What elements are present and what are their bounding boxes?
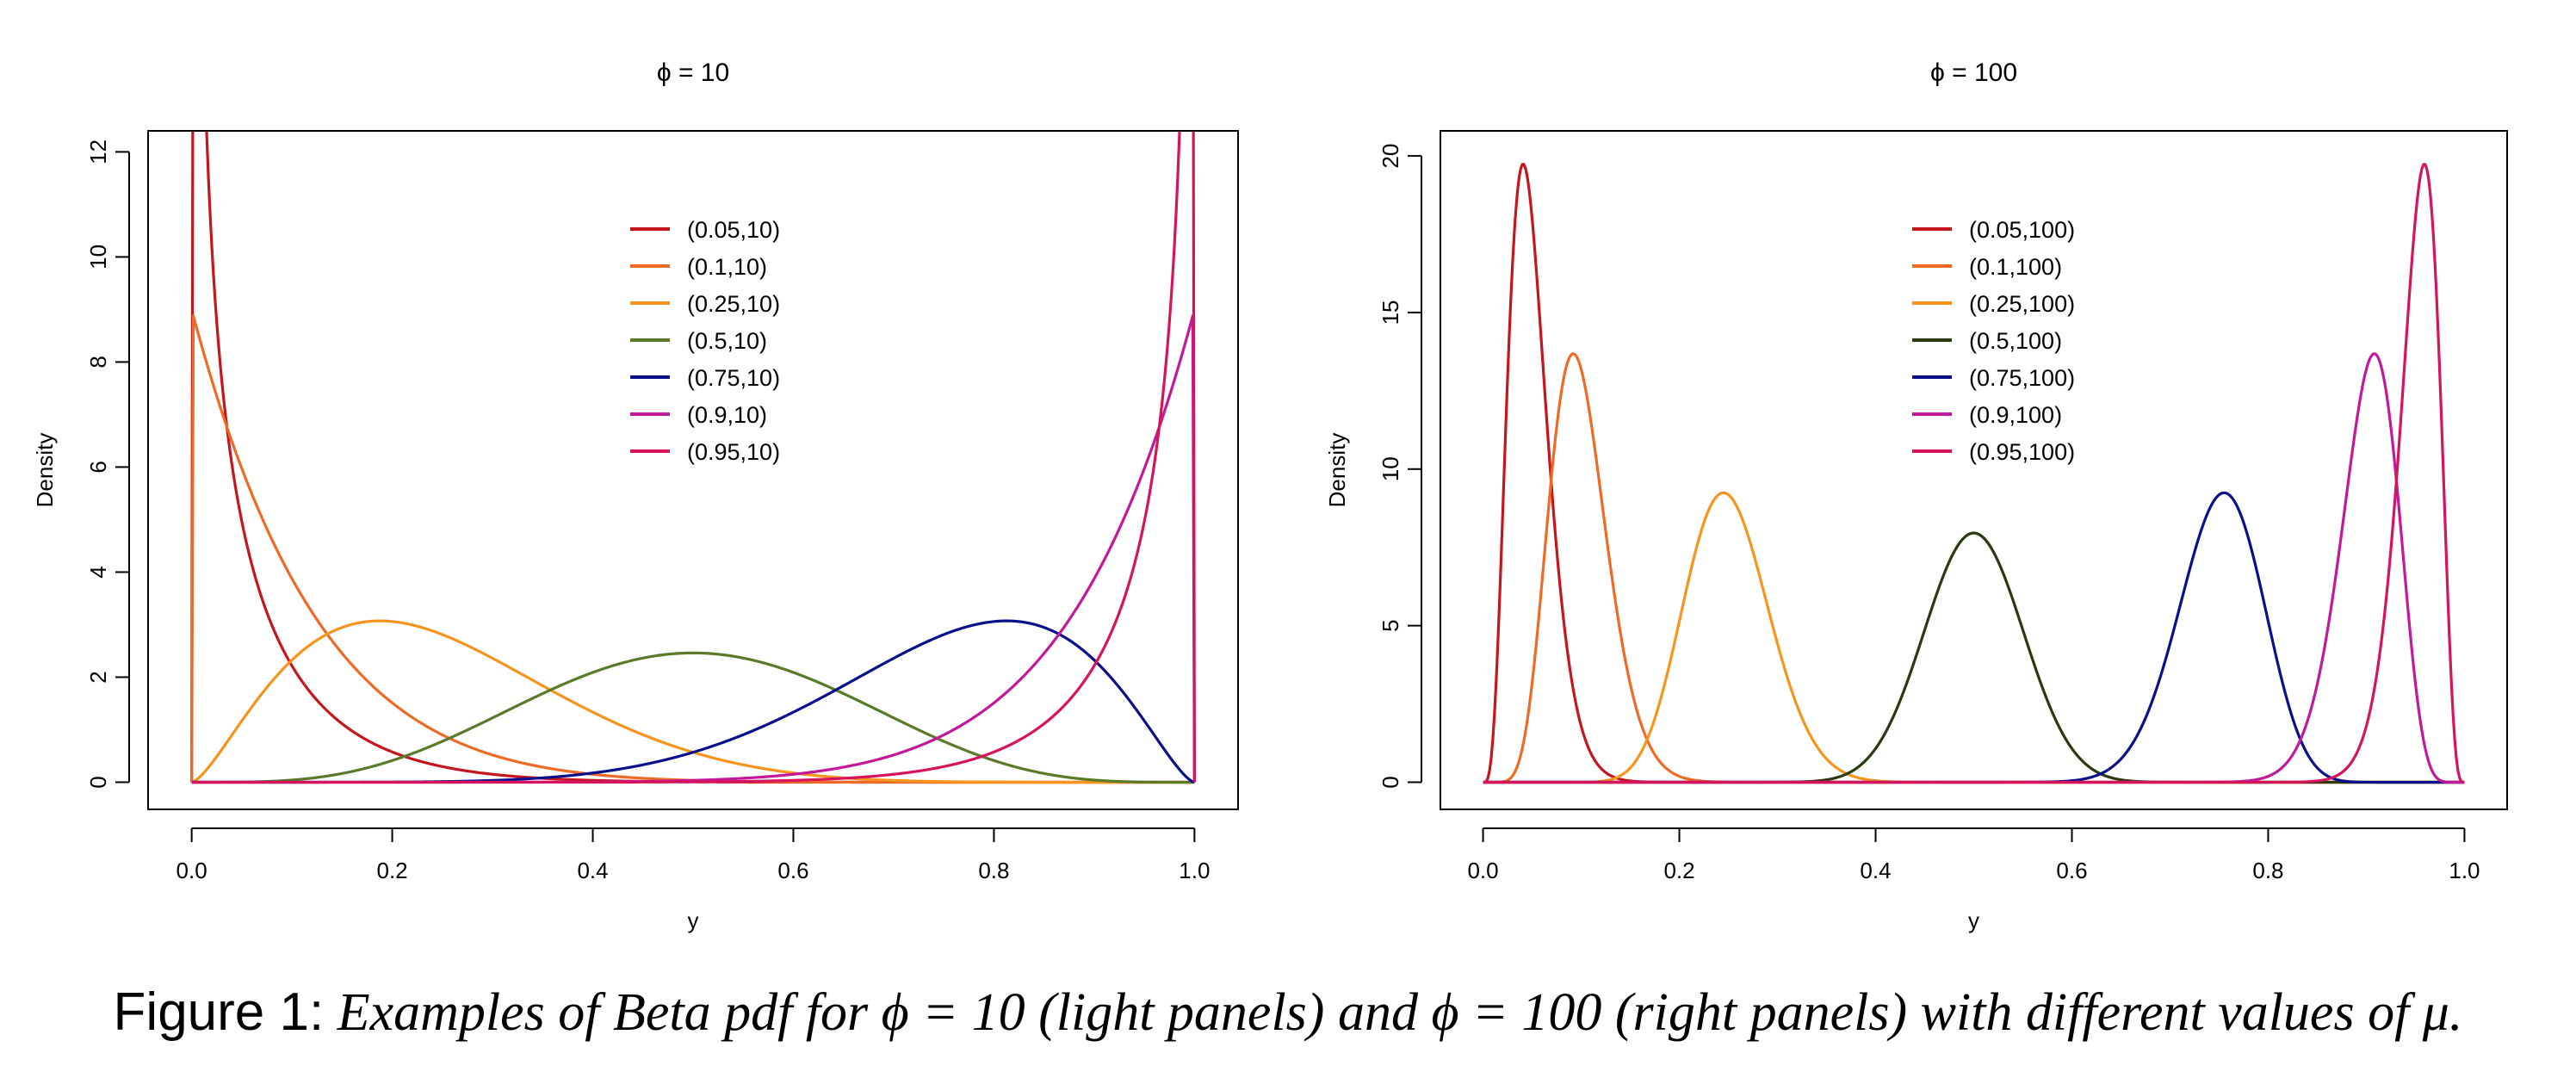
- legend-entry: (0.25,100): [1969, 291, 2075, 317]
- x-tick-label: 0.0: [176, 858, 207, 883]
- y-axis-label: Density: [1324, 433, 1350, 508]
- series-line: [191, 651, 1195, 784]
- legend-entry: (0.95,10): [687, 439, 780, 465]
- y-axis-label: Density: [32, 433, 58, 508]
- x-tick-label: 0.6: [777, 858, 808, 883]
- y-tick-label: 8: [85, 356, 111, 368]
- y-tick-label: 0: [85, 776, 111, 788]
- x-axis: 0.0 0.2 0.4 0.6 0.8 1.0: [1467, 827, 2480, 883]
- series-lines: [1483, 163, 2465, 784]
- x-tick-label: 0.6: [2056, 858, 2087, 883]
- x-tick-label: 0.2: [377, 858, 408, 883]
- y-tick-label: 10: [1378, 456, 1403, 481]
- x-tick-label: 1.0: [2449, 858, 2480, 883]
- caption-text: Examples of Beta pdf for ϕ = 10 (light p…: [324, 983, 2463, 1042]
- series-line: [1483, 163, 2465, 784]
- y-tick-label: 12: [85, 139, 111, 164]
- y-tick-label: 4: [85, 566, 111, 578]
- series-line: [1483, 531, 2465, 784]
- legend-entry: (0.95,100): [1969, 439, 2075, 465]
- plot-frame: [147, 130, 1239, 810]
- x-axis-label: y: [688, 908, 699, 933]
- x-tick-label: 0.8: [978, 858, 1009, 883]
- beta-pdf-charts: ϕ = 10 0.0 0.2 0.4 0.6 0.8 1.0 y 0 2 4 6 8 10 12 Densit…: [32, 59, 2508, 933]
- series-line: [1483, 491, 2465, 784]
- y-axis: 0 5 10 15 20: [1378, 144, 1422, 789]
- legend-entry: (0.5,10): [687, 328, 767, 354]
- legend-entry: (0.05,100): [1969, 217, 2075, 243]
- y-tick-label: 15: [1378, 300, 1403, 325]
- legend-entry: (0.75,10): [687, 365, 780, 391]
- legend: (0.05,100) (0.1,100) (0.25,100) (0.5,100) (0…: [1912, 217, 2075, 465]
- chart-title: ϕ = 10: [657, 59, 729, 87]
- x-tick-label: 0.2: [1663, 858, 1694, 883]
- x-tick-label: 0.4: [1860, 858, 1891, 883]
- x-tick-label: 0.4: [577, 858, 608, 883]
- x-tick-label: 1.0: [1179, 858, 1210, 883]
- legend-entry: (0.1,10): [687, 254, 767, 280]
- chart-panel-2: ϕ = 100 0.0 0.2 0.4 0.6 0.8 1.0 y 0 5 10 15 20 Densit…: [1324, 59, 2508, 933]
- series-line: [191, 619, 1195, 784]
- legend-entry: (0.5,100): [1969, 328, 2062, 354]
- plot-frame: [1440, 130, 2508, 810]
- x-tick-label: 0.8: [2252, 858, 2283, 883]
- legend-entry: (0.9,100): [1969, 402, 2062, 428]
- y-tick-label: 5: [1378, 619, 1403, 631]
- x-tick-label: 0.0: [1467, 858, 1498, 883]
- legend-entry: (0.9,10): [687, 402, 767, 428]
- y-axis: 0 2 4 6 8 10 12: [85, 139, 130, 789]
- x-axis: 0.0 0.2 0.4 0.6 0.8 1.0: [176, 827, 1210, 883]
- legend-entry: (0.05,10): [687, 217, 780, 243]
- y-tick-label: 0: [1378, 776, 1403, 788]
- y-tick-label: 2: [85, 671, 111, 683]
- chart-panel-1: ϕ = 10 0.0 0.2 0.4 0.6 0.8 1.0 y 0 2 4 6 8 10 12 Densit…: [32, 59, 1239, 933]
- series-line: [1483, 491, 2465, 784]
- chart-title: ϕ = 100: [1930, 59, 2017, 87]
- y-tick-label: 6: [85, 461, 111, 473]
- legend-entry: (0.75,100): [1969, 365, 2075, 391]
- x-axis-label: y: [1968, 908, 1979, 933]
- y-tick-label: 20: [1378, 144, 1403, 169]
- y-tick-label: 10: [85, 245, 111, 270]
- series-lines: [190, 131, 1196, 784]
- legend-entry: (0.25,10): [687, 291, 780, 317]
- series-line: [191, 131, 1196, 784]
- caption-label: Figure 1:: [113, 982, 325, 1042]
- figure-caption: Figure 1: Examples of Beta pdf for ϕ = 1…: [0, 982, 2576, 1044]
- series-line: [191, 619, 1195, 784]
- series-line: [190, 131, 1195, 784]
- legend-entry: (0.1,100): [1969, 254, 2062, 280]
- legend: (0.05,10) (0.1,10) (0.25,10) (0.5,10) (0.75,…: [630, 217, 780, 465]
